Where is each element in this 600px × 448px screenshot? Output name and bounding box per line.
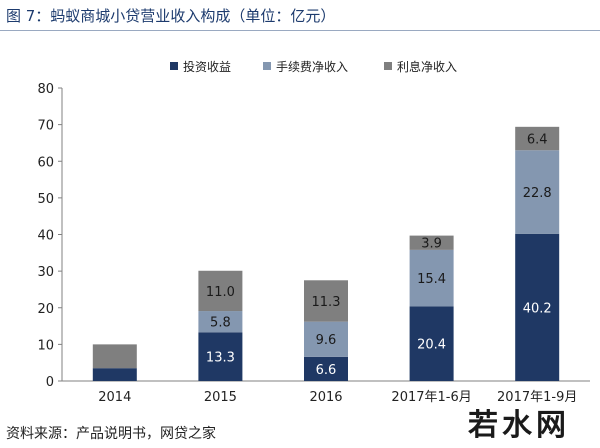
x-tick-label: 2014	[98, 390, 131, 405]
legend-swatch	[170, 62, 178, 70]
bar-segment	[92, 368, 137, 381]
bar-segment	[409, 235, 454, 250]
data-label: 6.4	[527, 133, 548, 148]
data-label: 13.3	[206, 351, 235, 366]
legend-swatch	[263, 62, 271, 70]
y-tick-label: 80	[37, 82, 54, 97]
y-tick-label: 60	[37, 155, 54, 170]
data-label: 9.6	[316, 333, 337, 348]
page-title: 图 7：蚂蚁商城小贷营业收入构成（单位：亿元）	[6, 7, 336, 25]
y-tick-label: 50	[37, 192, 54, 207]
y-tick-label: 40	[37, 229, 54, 244]
bar-segment	[304, 280, 348, 322]
y-tick-label: 10	[37, 338, 54, 353]
data-label: 22.8	[523, 186, 552, 201]
data-label: 3.9	[421, 237, 442, 252]
x-tick-label: 2017年1-6月	[391, 390, 471, 405]
bar-segment	[409, 249, 454, 307]
y-tick-label: 30	[37, 265, 54, 280]
bar-segment	[198, 270, 243, 312]
data-label: 6.6	[316, 363, 337, 378]
bar-segment	[304, 356, 348, 381]
title-divider	[0, 30, 600, 31]
watermark-logo: 若水网	[468, 408, 570, 443]
data-label: 5.8	[210, 316, 231, 331]
data-label: 15.4	[417, 272, 446, 287]
legend-swatch	[384, 62, 392, 70]
legend-label: 手续费净收入	[276, 60, 348, 74]
legend-label: 利息净收入	[397, 59, 457, 74]
bar-segment	[198, 332, 243, 381]
y-tick-label: 20	[37, 302, 54, 317]
bar-segment	[304, 321, 348, 357]
bar-segment	[409, 306, 454, 381]
stacked-bar-chart: 0 10 20 30 40 50 60 70 80 投资收益 手续费净收入 利息净收入 2014 13.3…	[37, 59, 590, 405]
bar-segment	[198, 311, 243, 333]
bar-segment	[515, 233, 560, 381]
data-label: 11.3	[312, 295, 341, 310]
y-tick-label: 0	[46, 375, 54, 390]
bar-segment	[515, 150, 560, 234]
data-label: 40.2	[523, 301, 552, 316]
data-label: 20.4	[417, 338, 446, 353]
x-tick-label: 2016	[309, 390, 342, 405]
bar-segment	[92, 344, 137, 369]
x-tick-label: 2015	[204, 390, 237, 405]
legend-label: 投资收益	[183, 59, 231, 74]
source-note: 资料来源：产品说明书，网贷之家	[6, 426, 216, 442]
x-tick-label: 2017年1-9月	[497, 390, 577, 405]
y-tick-label: 70	[37, 119, 54, 134]
data-label: 11.0	[206, 285, 235, 300]
bar-segment	[515, 126, 560, 151]
